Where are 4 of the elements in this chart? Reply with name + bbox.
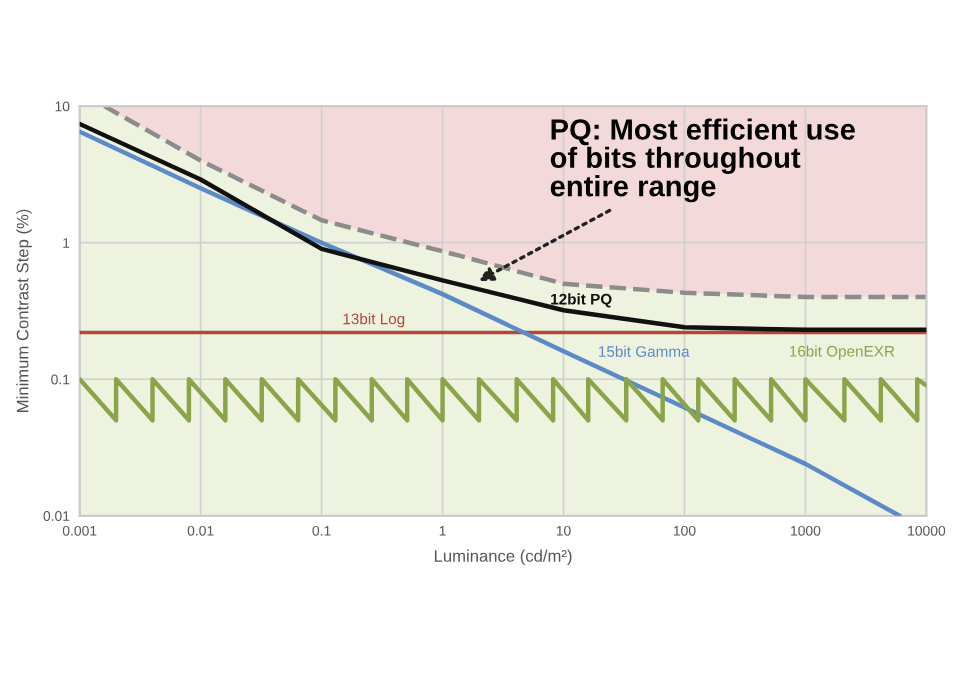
y-axis-title: Minimum Contrast Step (%) — [16, 209, 32, 412]
annotation: PQ: Most efficient use of bits throughout entire range — [550, 118, 855, 203]
x-axis-title: Luminance (cd/m²) — [434, 549, 572, 566]
line-series — [79, 121, 927, 333]
